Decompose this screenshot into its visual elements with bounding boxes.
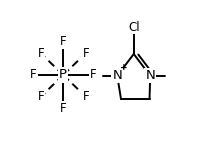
Text: F: F: [82, 90, 89, 103]
Text: F: F: [60, 102, 67, 115]
Text: Cl: Cl: [128, 21, 140, 33]
Text: P: P: [59, 69, 67, 81]
Text: F: F: [30, 69, 37, 81]
Text: F: F: [90, 69, 97, 81]
Text: +: +: [120, 63, 128, 72]
Text: N: N: [112, 69, 122, 82]
Text: F: F: [37, 90, 44, 103]
Text: F: F: [60, 35, 67, 48]
Text: F: F: [37, 47, 44, 60]
Text: N: N: [145, 69, 155, 82]
Text: F: F: [82, 47, 89, 60]
